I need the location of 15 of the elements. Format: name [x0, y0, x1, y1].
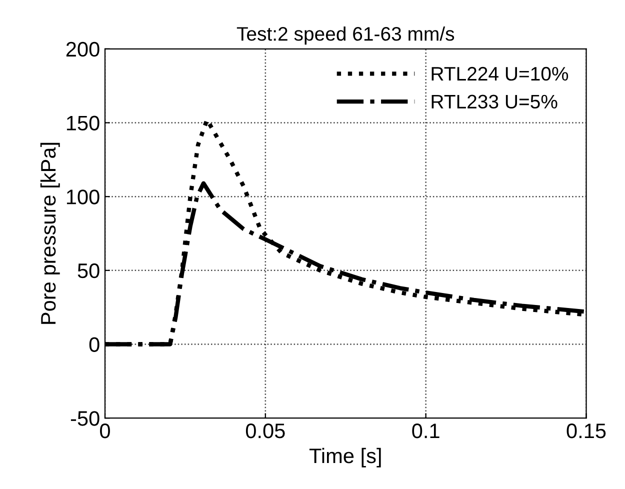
x-tick-label: 0.05: [246, 424, 285, 438]
x-tick-label: 0: [100, 424, 110, 438]
y-tick-label: 200: [66, 42, 100, 57]
x-axis-title: Time [s]: [309, 448, 381, 468]
y-tick-label: 100: [66, 190, 100, 204]
legend-label: RTL224 U=10%: [432, 66, 568, 81]
y-tick-label: -50: [70, 411, 100, 426]
chart-title: Test:2 speed 61-63 mm/s: [236, 26, 454, 45]
legend-label: RTL233 U=5%: [432, 94, 558, 109]
x-tick-label: 0.1: [412, 424, 440, 438]
y-tick-label: 150: [66, 116, 100, 130]
y-tick-label: 50: [78, 263, 100, 278]
y-tick-label: 0: [89, 337, 100, 352]
x-tick-label: 0.15: [566, 424, 606, 438]
y-axis-title: Pore pressure [kPa]: [40, 142, 60, 324]
